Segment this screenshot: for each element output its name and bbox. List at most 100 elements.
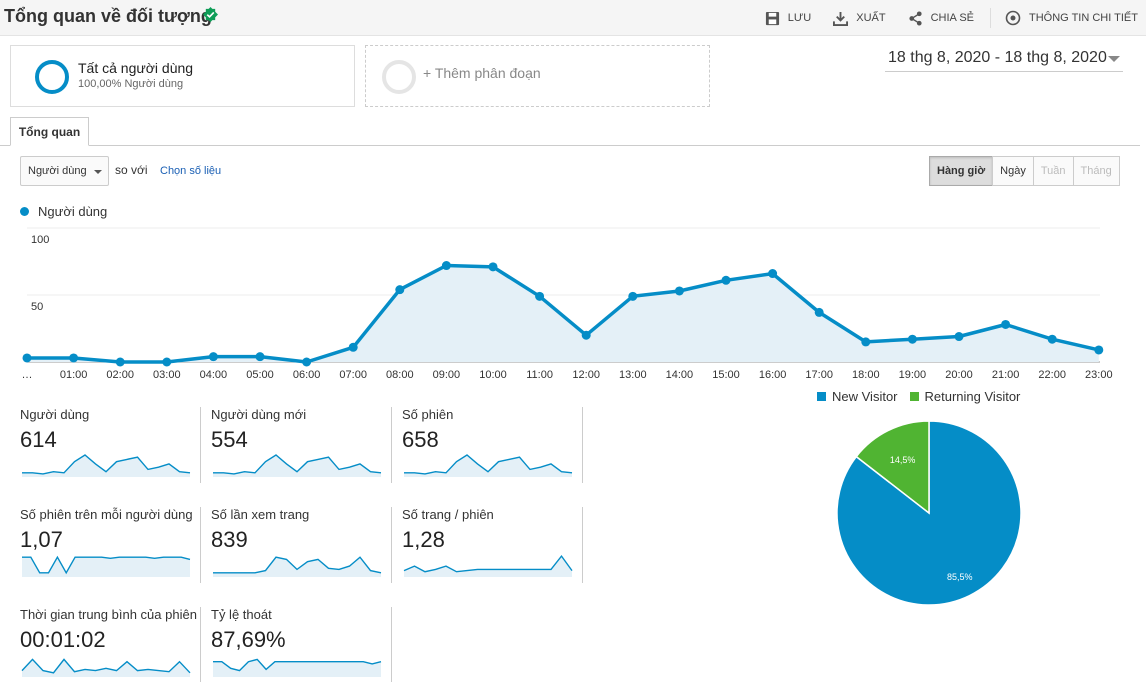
data-point	[581, 330, 591, 340]
data-point	[302, 357, 312, 367]
legend-label: Người dùng	[38, 204, 108, 219]
x-tick-label: 11:00	[526, 369, 553, 381]
x-tick-label: 20:00	[945, 369, 973, 381]
divider	[990, 8, 991, 28]
x-tick-label: 21:00	[992, 369, 1020, 381]
pie-slice-returning-visitor	[855, 420, 930, 515]
save-label: LƯU	[787, 12, 812, 24]
sparkline-area	[213, 455, 381, 477]
granularity-day[interactable]: Ngày	[992, 156, 1034, 186]
x-tick-label: 03:00	[153, 369, 181, 381]
sparkline-line	[22, 454, 191, 475]
sparkline-line	[22, 555, 191, 575]
scorecard[interactable]: Số phiên trên mỗi người dùng 1,07	[20, 507, 210, 582]
sparkline-area	[404, 455, 572, 477]
choose-metric-link[interactable]: Chọn số liệu	[160, 165, 222, 177]
data-point	[162, 357, 172, 367]
scorecard-label: Số phiên trên mỗi người dùng	[20, 507, 193, 522]
granularity-hourly[interactable]: Hàng giờ	[929, 156, 994, 186]
data-point	[907, 334, 917, 344]
x-tick-label: 23:00	[1085, 369, 1113, 381]
compare-text: so với	[115, 163, 148, 177]
sparkline	[21, 658, 191, 677]
divider	[391, 407, 392, 483]
segment-all-users[interactable]: Tất cả người dùng 100,00% Người dùng	[10, 45, 355, 107]
data-point	[674, 286, 684, 296]
scorecard[interactable]: Người dùng 614	[20, 407, 210, 482]
sparkline-line	[404, 454, 573, 475]
insights-button[interactable]: THÔNG TIN CHI TIẾT	[1005, 10, 1138, 26]
export-button[interactable]: XUẤT	[833, 11, 886, 26]
scorecard-value: 1,28	[402, 527, 445, 552]
sparkline	[22, 454, 191, 477]
sparkline-area	[213, 557, 381, 577]
sparkline	[213, 658, 382, 677]
divider	[391, 507, 392, 583]
sparkline	[404, 454, 573, 477]
divider	[200, 407, 201, 483]
download-icon	[833, 11, 849, 26]
x-tick-label: 17:00	[805, 369, 833, 381]
date-range-text: 18 thg 8, 2020 - 18 thg 8, 2020	[888, 49, 1107, 66]
tab-divider	[0, 145, 1140, 146]
scorecard-label: Thời gian trung bình của phiên	[20, 607, 197, 622]
data-point	[115, 357, 125, 367]
scorecard-label: Người dùng mới	[211, 407, 307, 422]
x-tick-label: 14:00	[666, 369, 694, 381]
y-axis-labels: 100 50	[31, 234, 49, 313]
pie-slice-label: 14,5%	[890, 455, 916, 465]
x-tick-label: 19:00	[899, 369, 927, 381]
data-point	[395, 285, 405, 295]
scorecard[interactable]: Số trang / phiên 1,28	[402, 507, 592, 582]
sparkline	[213, 556, 382, 577]
x-tick-label: 05:00	[246, 369, 274, 381]
x-tick-label: 13:00	[619, 369, 647, 381]
metric-selected: Người dùng	[28, 165, 87, 177]
chart-points	[22, 261, 1104, 367]
scorecard-label: Số phiên	[402, 407, 454, 422]
scorecard-value: 554	[211, 427, 248, 452]
granularity-week: Tuần	[1032, 156, 1074, 186]
segment-percentage: 100,00% Người dùng	[78, 78, 184, 90]
scorecard[interactable]: Số phiên 658	[402, 407, 592, 482]
save-button[interactable]: LƯU	[765, 11, 811, 26]
x-tick-label: 07:00	[339, 369, 367, 381]
sparkline-line	[213, 556, 382, 574]
x-tick-label: 02:00	[106, 369, 134, 381]
chevron-down-icon	[94, 170, 102, 174]
scorecard[interactable]: Thời gian trung bình của phiên 00:01:02	[20, 607, 210, 682]
data-point	[768, 269, 778, 279]
scorecard-label: Người dùng	[20, 407, 90, 422]
x-tick-label: 01:00	[60, 369, 88, 381]
visitor-type-pie-chart: 85,5% 14,5%	[836, 420, 1022, 606]
data-point	[535, 291, 545, 301]
scorecard-label: Tỷ lệ thoát	[211, 607, 272, 622]
data-point	[488, 262, 498, 272]
data-point	[22, 353, 32, 363]
y-tick-label: 50	[31, 301, 43, 313]
segment-name: Tất cả người dùng	[78, 60, 194, 76]
verified-icon	[203, 7, 218, 22]
scorecard[interactable]: Số lần xem trang 839	[211, 507, 401, 582]
add-segment-button[interactable]: + Thêm phân đoạn	[365, 45, 710, 107]
insights-label: THÔNG TIN CHI TIẾT	[1029, 12, 1138, 24]
data-point	[628, 291, 638, 301]
share-button[interactable]: CHIA SẺ	[908, 10, 974, 26]
legend-swatch	[817, 392, 826, 401]
metric-dropdown[interactable]: Người dùng	[20, 156, 109, 186]
scorecard-value: 658	[402, 427, 439, 452]
legend-swatch	[909, 392, 919, 401]
legend-item-returning-visitor: Returning Visitor	[909, 389, 1021, 404]
x-tick-label: …	[22, 369, 33, 381]
granularity-toggle: Hàng giờ Ngày Tuần Tháng	[929, 156, 1120, 186]
x-axis-labels: … 01:00 02:00 03:00 04:00 05:00 06:00 07:00 08:0…	[22, 369, 1113, 381]
granularity-month: Tháng	[1072, 156, 1120, 186]
data-point	[861, 337, 871, 347]
legend-item-new-visitor: New Visitor	[817, 389, 898, 404]
scorecard[interactable]: Người dùng mới 554	[211, 407, 401, 482]
scorecard-label: Số lần xem trang	[211, 507, 310, 522]
date-range-picker[interactable]: 18 thg 8, 2020 - 18 thg 8, 2020	[885, 46, 1123, 72]
tab-overview[interactable]: Tổng quan	[10, 117, 89, 146]
scorecard[interactable]: Tỷ lệ thoát 87,69%	[211, 607, 401, 682]
legend-label: Returning Visitor	[924, 389, 1021, 404]
